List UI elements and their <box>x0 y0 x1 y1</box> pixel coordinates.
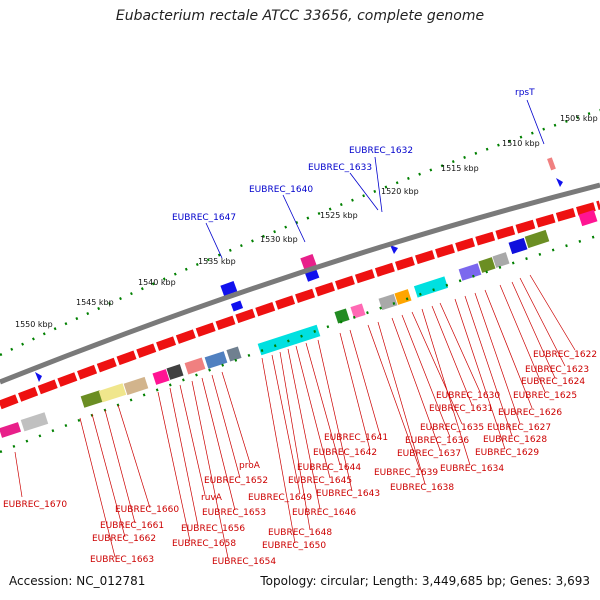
topology-text: Topology: circular; Length: 3,449,685 bp… <box>260 574 590 588</box>
genome-title: Eubacterium rectale ATCC 33656, complete… <box>115 8 485 24</box>
genome-backbone <box>0 182 600 385</box>
scale-label-1535: 1535 kbp <box>198 257 236 266</box>
scale-label-1550: 1550 kbp <box>15 320 53 329</box>
gene-arrows <box>0 200 600 410</box>
label-eubrec-1640: EUBREC_1640 <box>249 185 313 195</box>
label-eubrec-1645: EUBREC_1645 <box>288 476 352 486</box>
label-eubrec-1629: EUBREC_1629 <box>475 448 539 458</box>
scale-label-1515: 1515 kbp <box>441 164 479 173</box>
label-eubrec-1650: EUBREC_1650 <box>262 541 326 551</box>
scale-label-1520: 1520 kbp <box>381 187 419 196</box>
label-eubrec-1654: EUBREC_1654 <box>212 557 276 567</box>
label-eubrec-1639: EUBREC_1639 <box>374 468 438 478</box>
label-eubrec-1644: EUBREC_1644 <box>297 463 361 473</box>
label-eubrec-1647: EUBREC_1647 <box>172 213 236 223</box>
label-eubrec-1628: EUBREC_1628 <box>483 435 547 445</box>
label-eubrec-1623: EUBREC_1623 <box>525 365 589 375</box>
label-eubrec-1670: EUBREC_1670 <box>3 500 67 510</box>
label-eubrec-1658: EUBREC_1658 <box>172 539 236 549</box>
label-eubrec-1633: EUBREC_1633 <box>308 163 372 173</box>
scale-label-1540: 1540 kbp <box>138 278 176 287</box>
label-eubrec-1661: EUBREC_1661 <box>100 521 164 531</box>
label-eubrec-1663: EUBREC_1663 <box>90 555 154 565</box>
label-eubrec-1624: EUBREC_1624 <box>521 377 585 387</box>
label-eubrec-1648: EUBREC_1648 <box>268 528 332 538</box>
scale-label-1510: 1510 kbp <box>502 139 540 148</box>
label-eubrec-1652: EUBREC_1652 <box>204 476 268 486</box>
label-eubrec-1646: EUBREC_1646 <box>292 508 356 518</box>
label-eubrec-1662: EUBREC_1662 <box>92 534 156 544</box>
accession-text: Accession: NC_012781 <box>9 574 146 588</box>
label-eubrec-1631: EUBREC_1631 <box>429 404 493 414</box>
label-eubrec-1642: EUBREC_1642 <box>313 448 377 458</box>
label-ruvA: ruvA <box>201 493 223 503</box>
label-eubrec-1643: EUBREC_1643 <box>316 489 380 499</box>
label-eubrec-1635: EUBREC_1635 <box>420 423 484 433</box>
label-eubrec-1632: EUBREC_1632 <box>349 146 413 156</box>
scale-label-1505: 1505 kbp <box>560 114 598 123</box>
label-eubrec-1649: EUBREC_1649 <box>248 493 312 503</box>
label-proA: proA <box>239 461 261 471</box>
scale-label-1530: 1530 kbp <box>260 235 298 244</box>
label-eubrec-1630: EUBREC_1630 <box>436 391 500 401</box>
label-eubrec-1622: EUBREC_1622 <box>533 350 597 360</box>
label-eubrec-1637: EUBREC_1637 <box>397 449 461 459</box>
label-eubrec-1653: EUBREC_1653 <box>202 508 266 518</box>
label-eubrec-1641: EUBREC_1641 <box>324 433 388 443</box>
label-eubrec-1625: EUBREC_1625 <box>513 391 577 401</box>
label-eubrec-1636: EUBREC_1636 <box>405 436 469 446</box>
label-eubrec-1626: EUBREC_1626 <box>498 408 562 418</box>
label-eubrec-1634: EUBREC_1634 <box>440 464 504 474</box>
label-eubrec-1656: EUBREC_1656 <box>181 524 245 534</box>
scale-label-1525: 1525 kbp <box>320 211 358 220</box>
label-eubrec-1638: EUBREC_1638 <box>390 483 454 493</box>
label-eubrec-1660: EUBREC_1660 <box>115 505 179 515</box>
label-rpsT: rpsT <box>515 88 535 98</box>
scale-label-1545: 1545 kbp <box>76 298 114 307</box>
label-eubrec-1627: EUBREC_1627 <box>487 423 551 433</box>
